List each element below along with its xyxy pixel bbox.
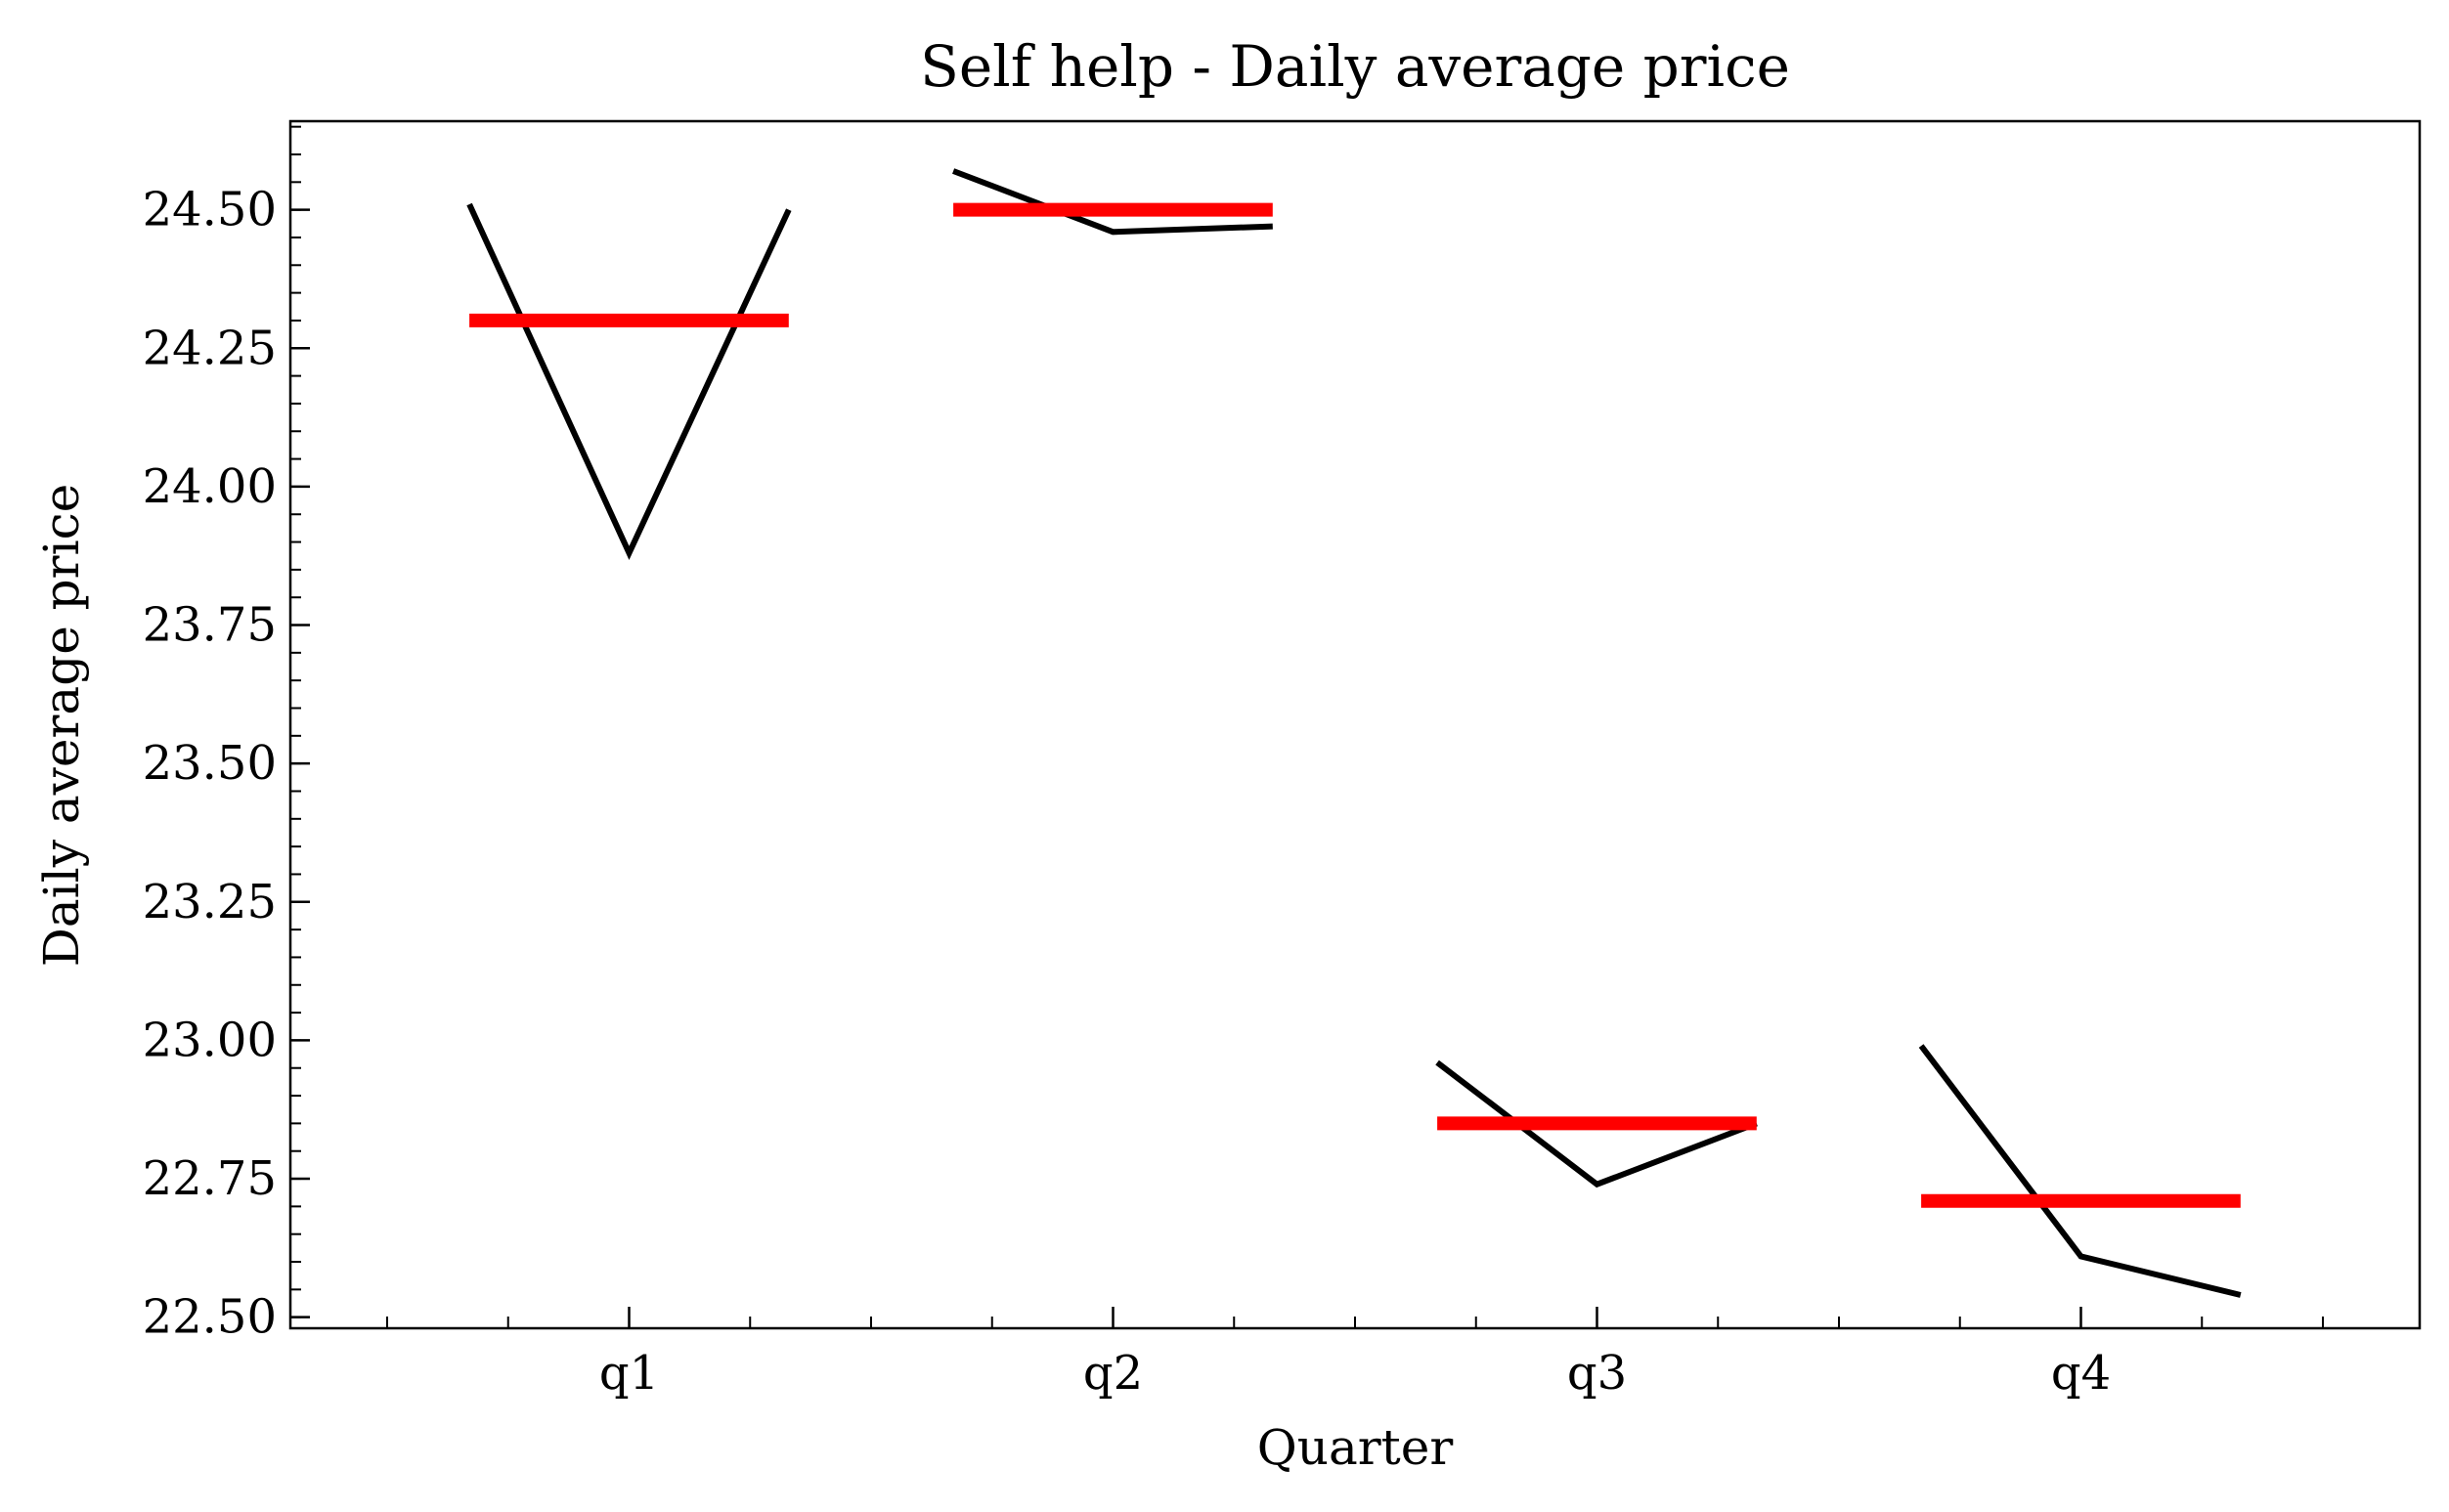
y-tick-label-0: 22.50 <box>143 1290 277 1345</box>
x-axis-label: Quarter <box>1257 1419 1454 1476</box>
y-tick-label-1: 22.75 <box>143 1151 277 1206</box>
data-layer <box>466 168 2242 1298</box>
y-tick-label-5: 23.75 <box>143 598 277 653</box>
y-tick-label-4: 23.50 <box>143 736 277 791</box>
plot-area <box>288 119 2422 1330</box>
line-q2 <box>952 168 1273 236</box>
line-q3 <box>1435 1059 1758 1188</box>
y-tick-label-8: 24.50 <box>143 183 277 238</box>
y-tick-label-7: 24.25 <box>143 321 277 375</box>
line-q4 <box>1918 1044 2242 1298</box>
y-axis-label: Daily average price <box>33 484 90 967</box>
y-tick-label-2: 23.00 <box>143 1013 277 1067</box>
y-tick-label-3: 23.25 <box>143 875 277 929</box>
x-tick-label-q3: q3 <box>1567 1346 1627 1401</box>
x-tick-label-q2: q2 <box>1083 1346 1143 1401</box>
chart-title: Self help - Daily average price <box>920 33 1790 100</box>
ticks-layer: 22.50 22.75 23.00 23.25 23.50 23.75 24.00 24.25… <box>143 125 2324 1401</box>
x-tick-label-q1: q1 <box>599 1346 659 1401</box>
y-tick-label-6: 24.00 <box>143 459 277 514</box>
x-tick-label-q4: q4 <box>2051 1346 2111 1401</box>
